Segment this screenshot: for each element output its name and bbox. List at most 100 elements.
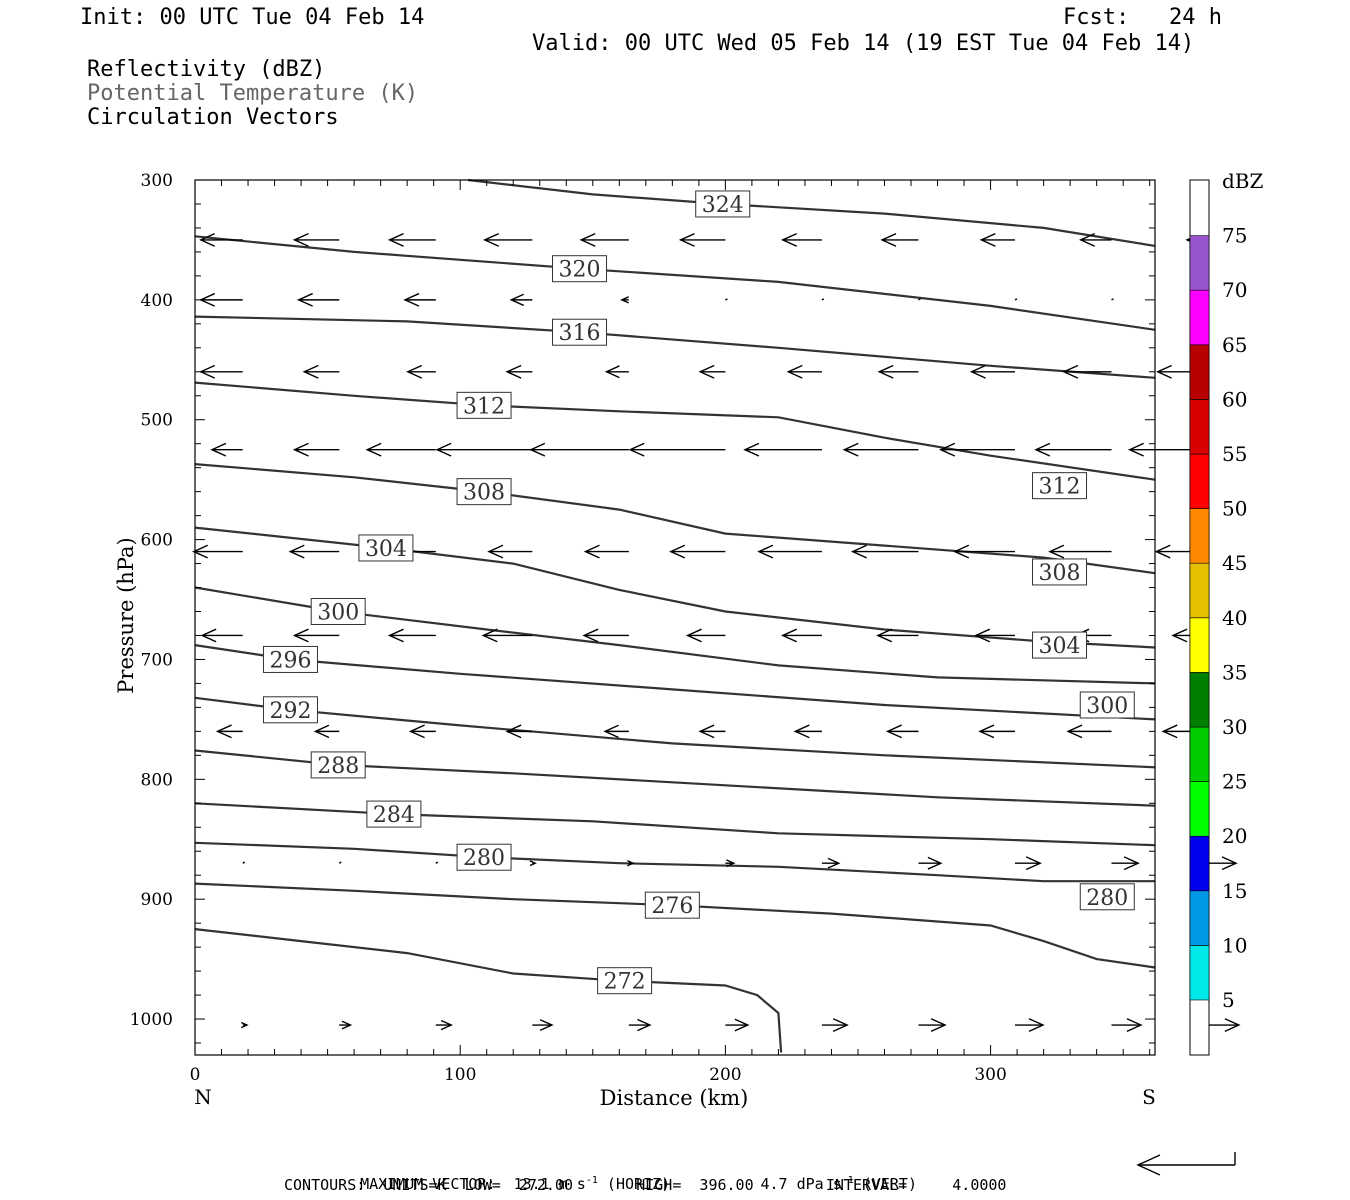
contour-label-316: 316	[559, 321, 601, 346]
vector-head	[387, 232, 404, 247]
contour-label-288: 288	[317, 754, 359, 779]
contour-label-292: 292	[269, 699, 311, 724]
vector-head	[876, 628, 893, 643]
vector-head	[1048, 544, 1065, 559]
vector-head	[734, 1018, 750, 1032]
colorbar-tick-label: 5	[1222, 988, 1235, 1012]
colorbar-tick-label: 15	[1222, 879, 1247, 903]
colorbar-tick-label: 55	[1222, 442, 1247, 466]
vector-head	[620, 296, 629, 304]
vector-head	[1224, 1018, 1241, 1032]
vector-head	[200, 628, 217, 643]
vector-head	[387, 628, 404, 643]
colorbar-swatch	[1189, 508, 1210, 564]
x-axis-label: Distance (km)	[600, 1086, 749, 1110]
vector-head	[579, 232, 596, 247]
contour-label-box	[262, 696, 318, 724]
contour-label-box	[366, 800, 422, 828]
vector-head	[509, 293, 525, 307]
vector-head	[292, 442, 309, 457]
contour-label-box	[1032, 631, 1088, 659]
vector-head	[669, 544, 686, 559]
vector-head	[1028, 1018, 1045, 1032]
vector-head	[974, 628, 991, 643]
vector-head	[292, 628, 309, 643]
vector-head	[781, 232, 798, 247]
contour-296-line	[194, 644, 1156, 721]
contour-label-308: 308	[1039, 561, 1081, 586]
legend-potential-temperature: Potential Temperature (K)	[87, 81, 419, 106]
vector-head	[1171, 628, 1188, 643]
vector-head	[505, 724, 522, 739]
vector-head	[1079, 232, 1095, 247]
contour-label-box	[1079, 883, 1135, 911]
contour-284-line	[194, 802, 1156, 847]
colorbar-label: dBZ	[1222, 169, 1264, 193]
vector-head	[296, 292, 313, 307]
vector-dot	[725, 298, 728, 301]
contour-label-box	[695, 190, 751, 218]
vector-head	[969, 364, 986, 379]
vector-head	[627, 860, 635, 867]
valid-time: Valid: 00 UTC Wed 05 Feb 14 (19 EST Tue …	[532, 31, 1195, 56]
vector-dot	[821, 298, 825, 301]
vector-head	[842, 442, 859, 457]
legend-circulation-vectors: Circulation Vectors	[87, 105, 339, 130]
forecast-hour: Fcst: 24 h	[1063, 5, 1222, 30]
vector-head	[440, 1019, 453, 1031]
contour-label-296: 296	[269, 648, 311, 673]
vector-head	[1025, 856, 1042, 871]
vector-head	[583, 544, 600, 559]
contour-304-line	[194, 526, 1156, 649]
contour-label-284: 284	[373, 803, 415, 828]
vector-head	[678, 232, 695, 247]
colorbar-tick-label: 50	[1222, 497, 1247, 521]
contour-label-272: 272	[604, 970, 646, 995]
vector-head	[505, 364, 522, 379]
max-vector-suffix: (VERT)	[853, 1175, 917, 1193]
vector-head	[313, 724, 330, 739]
vector-head	[302, 364, 319, 379]
vector-head	[603, 724, 619, 739]
contour-label-box	[1079, 691, 1135, 719]
y-tick-label: 1000	[130, 1010, 173, 1030]
vector-head	[406, 364, 423, 379]
vector-head	[927, 856, 943, 870]
contour-label-320: 320	[559, 258, 601, 283]
vector-head	[483, 232, 500, 247]
x-end-label-south: S	[1142, 1085, 1156, 1109]
colorbar-swatch	[1189, 945, 1210, 1001]
vector-head	[637, 1018, 652, 1032]
x-end-label-north: N	[194, 1085, 212, 1109]
contours-info-line: CONTOURS: UNITS=K LOW= 272.00 HIGH= 396.…	[284, 1176, 1007, 1194]
y-tick-label: 800	[141, 770, 173, 790]
colorbar-tick-label: 65	[1222, 333, 1247, 357]
vector-head	[582, 628, 599, 643]
contour-label-box	[552, 318, 608, 346]
max-vector-mid: (HORIZ) 4.7 dPa s	[597, 1175, 842, 1193]
y-tick-label: 700	[141, 650, 173, 670]
vector-dot	[918, 298, 921, 301]
colorbar-tick-label: 30	[1222, 715, 1247, 739]
contour-label-box	[358, 534, 414, 562]
vector-head	[487, 544, 504, 559]
vector-head	[215, 724, 232, 739]
contour-label-280: 280	[463, 846, 505, 871]
contour-label-276: 276	[651, 894, 693, 919]
y-tick-label: 500	[141, 411, 173, 431]
vector-head	[1155, 364, 1172, 379]
x-tick-label: 300	[974, 1065, 1006, 1085]
vector-head	[726, 859, 736, 868]
colorbar-swatch	[1189, 781, 1210, 837]
y-tick-label: 900	[141, 890, 173, 910]
colorbar-swatch	[1189, 835, 1210, 892]
contour-label-312: 312	[463, 394, 505, 419]
vector-head	[850, 544, 867, 559]
contour-label-group: 2722762802802842882922963003003043043083…	[262, 190, 1135, 995]
colorbar-swatch	[1189, 399, 1210, 455]
colorbar-tick-label: 70	[1222, 278, 1247, 302]
vector-head	[1066, 724, 1083, 739]
max-vector-line: MAXIMUM VECTOR: 13.1 m s-1 (HORIZ) 4.7 d…	[342, 1157, 917, 1193]
colorbar-swatch	[1189, 726, 1210, 782]
